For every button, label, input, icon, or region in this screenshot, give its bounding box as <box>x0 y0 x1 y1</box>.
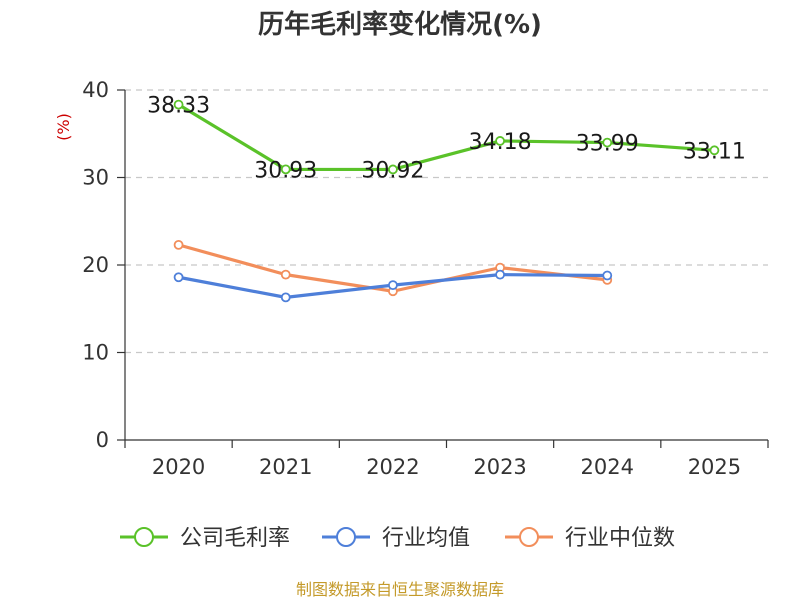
legend-item[interactable]: 公司毛利率 <box>120 526 290 551</box>
y-tick-label: 0 <box>96 428 109 452</box>
legend-label: 行业均值 <box>382 526 470 551</box>
grid-lines <box>125 89 768 354</box>
data-label: 34.18 <box>469 130 532 155</box>
data-point[interactable] <box>173 99 184 110</box>
data-labels: 38.33 30.93 30.92 34.18 33.99 33.11 <box>147 94 746 184</box>
data-point[interactable] <box>280 269 291 280</box>
data-point[interactable] <box>495 269 505 280</box>
data-point[interactable] <box>388 164 398 175</box>
data-point[interactable] <box>602 270 613 281</box>
data-label: 33.11 <box>683 139 746 164</box>
legend[interactable]: 公司毛利率 行业均值 行业中位数 <box>120 526 675 551</box>
data-point[interactable] <box>495 136 505 146</box>
x-tick-label: 2022 <box>366 455 419 479</box>
y-tick-label: 10 <box>82 341 109 365</box>
data-point[interactable] <box>173 272 184 283</box>
data-point[interactable] <box>280 164 291 175</box>
series-line <box>177 103 715 172</box>
legend-marker <box>336 527 356 547</box>
x-tick-label: 2021 <box>259 455 312 479</box>
data-point[interactable] <box>709 145 720 156</box>
data-label: 30.93 <box>254 158 317 183</box>
legend-marker <box>519 527 539 547</box>
x-tick-label: 2024 <box>581 455 634 479</box>
data-point[interactable] <box>602 137 613 148</box>
data-point[interactable] <box>388 280 398 291</box>
legend-item[interactable]: 行业中位数 <box>505 526 675 551</box>
legend-label: 公司毛利率 <box>180 526 290 551</box>
x-tick-label: 2020 <box>152 455 205 479</box>
legend-label: 行业中位数 <box>565 526 675 551</box>
y-axis-label: (%) <box>54 113 73 141</box>
legend-item[interactable]: 行业均值 <box>322 526 470 551</box>
data-label: 38.33 <box>147 94 210 119</box>
x-tick-label: 2023 <box>473 455 526 479</box>
axes: 0 10 20 30 40 2020 2021 2022 2023 2024 2025 <box>82 78 769 479</box>
legend-marker <box>134 527 154 547</box>
data-point[interactable] <box>173 239 184 250</box>
y-tick-label: 20 <box>82 253 109 277</box>
data-point[interactable] <box>280 292 291 303</box>
chart-title: 历年毛利率变化情况(%) <box>258 9 542 40</box>
y-tick-label: 40 <box>82 78 109 102</box>
data-label: 30.92 <box>361 158 424 183</box>
y-tick-label: 30 <box>82 166 109 190</box>
series-lines <box>173 99 720 303</box>
data-label: 33.99 <box>576 132 639 157</box>
x-tick-label: 2025 <box>688 455 741 479</box>
source-note: 制图数据来自恒生聚源数据库 <box>296 580 504 599</box>
